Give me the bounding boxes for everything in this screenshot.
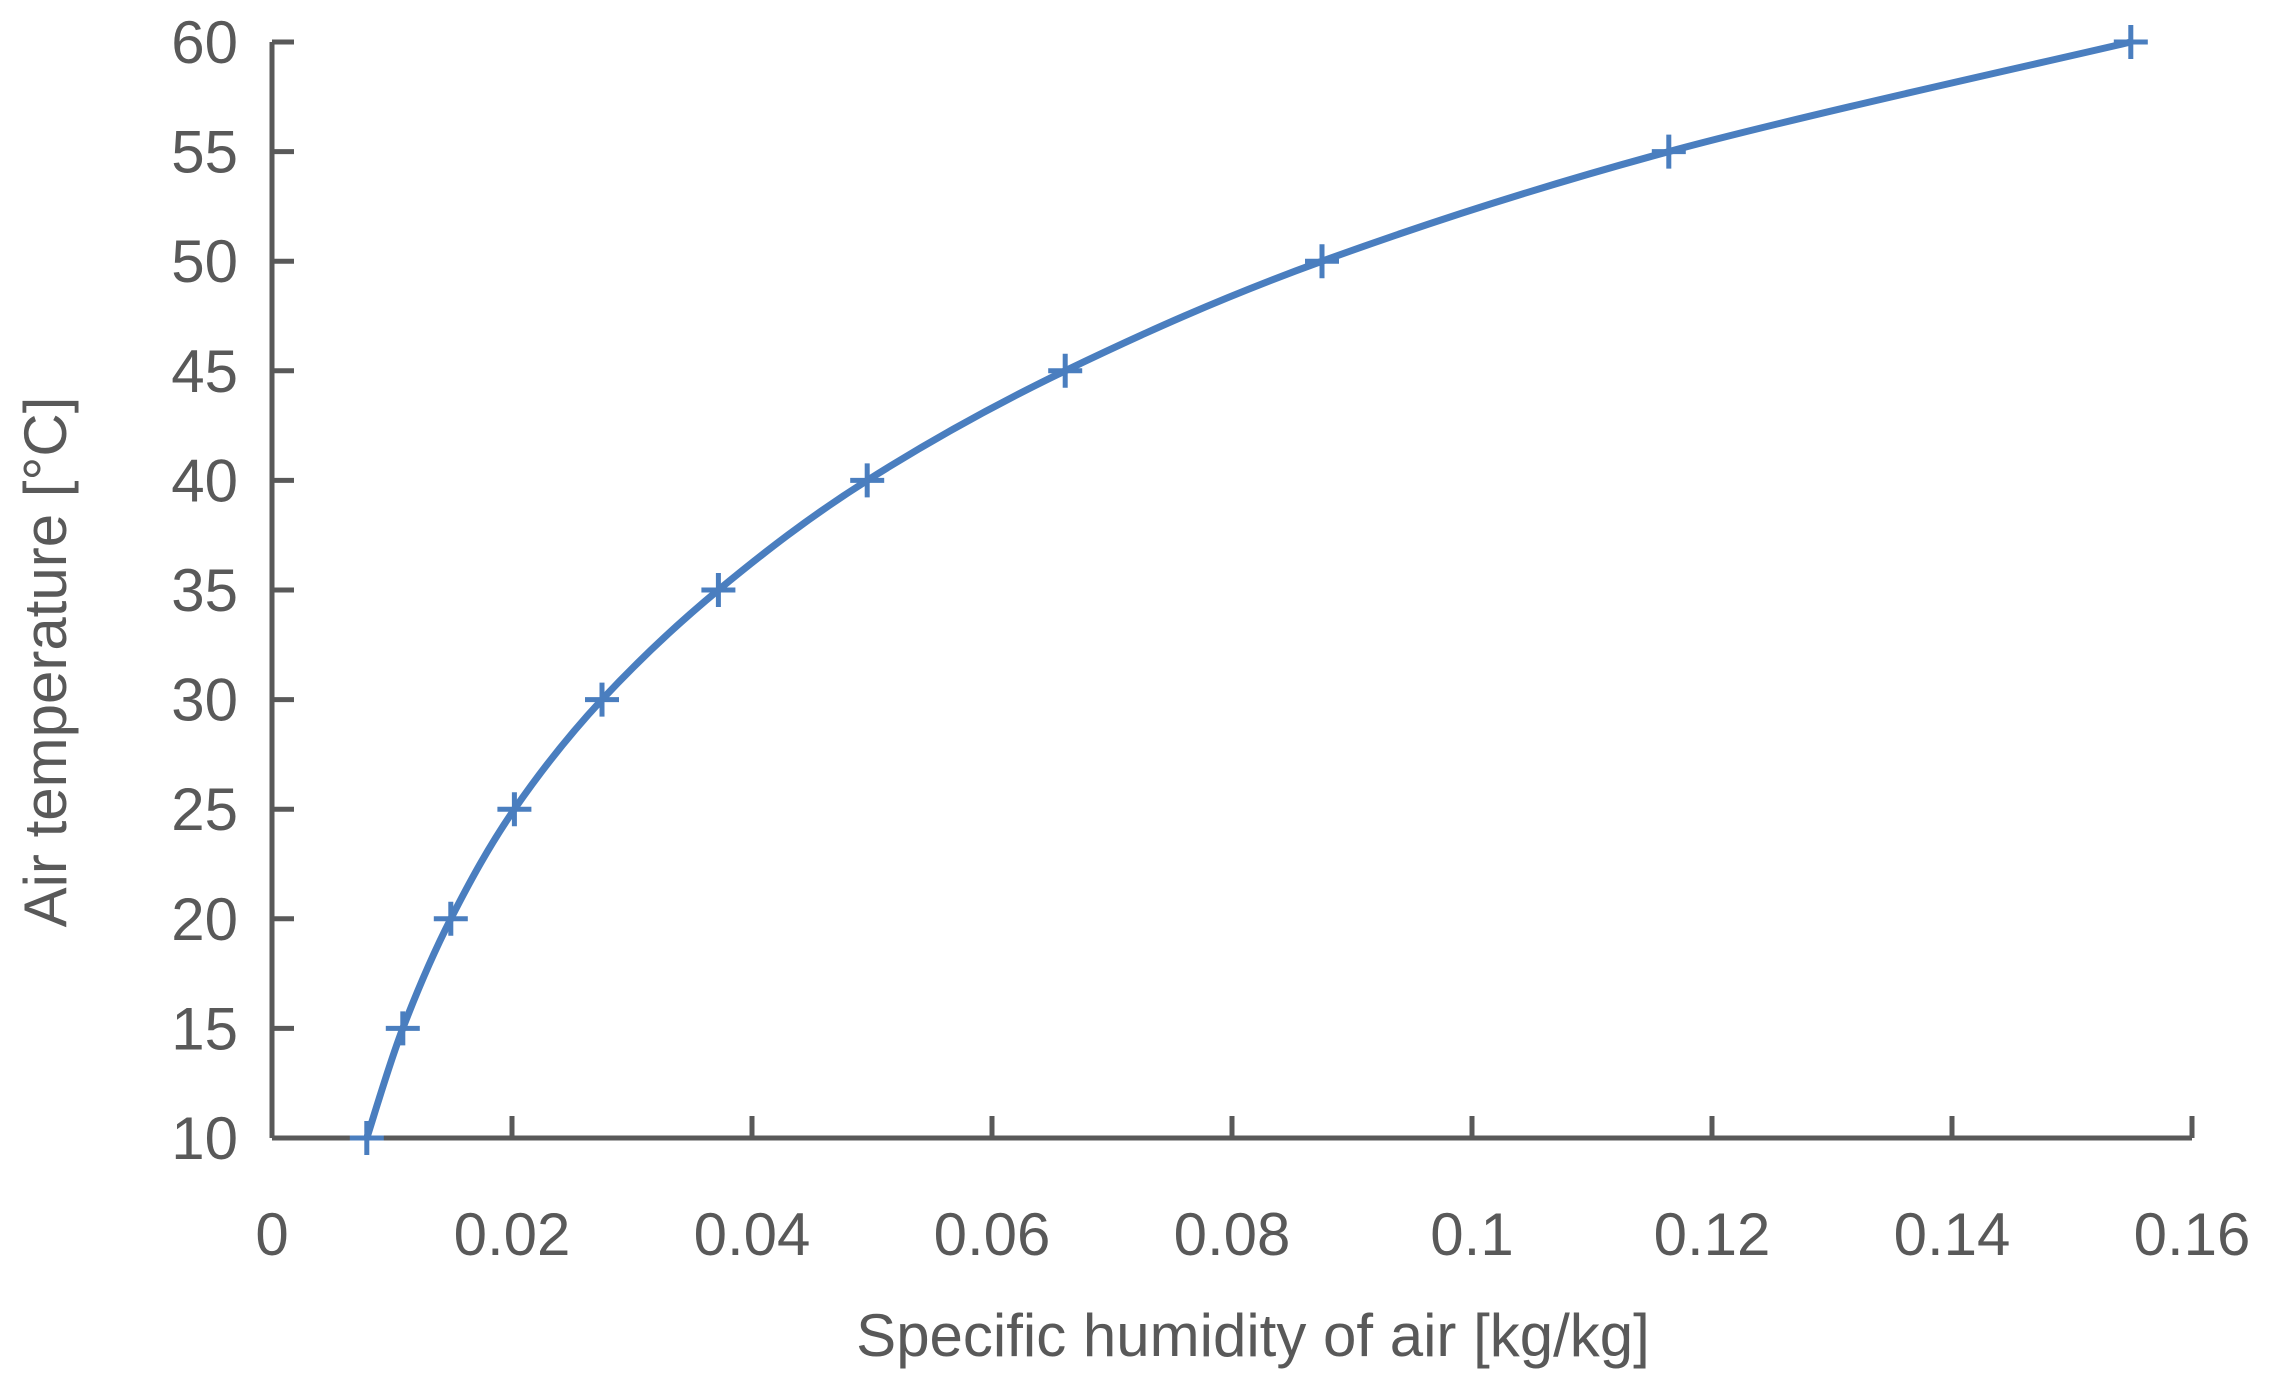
x-tick-label: 0.04 — [694, 1201, 811, 1268]
x-axis-title: Specific humidity of air [kg/kg] — [856, 1302, 1650, 1369]
x-tick-label: 0 — [255, 1201, 288, 1268]
x-tick-label: 0.08 — [1174, 1201, 1291, 1268]
x-tick-label: 0.12 — [1654, 1201, 1771, 1268]
y-tick-label: 50 — [171, 228, 238, 295]
x-tick-label: 0.02 — [454, 1201, 571, 1268]
data-point-marker — [850, 463, 885, 498]
data-point-marker — [497, 792, 532, 827]
series-layer — [349, 25, 2148, 1155]
data-point-marker — [349, 1121, 384, 1155]
data-point-marker — [385, 1011, 420, 1046]
y-tick-label: 25 — [171, 776, 238, 843]
y-tick-label: 45 — [171, 338, 238, 405]
y-tick-label: 55 — [171, 119, 238, 186]
y-axis-ticks: 10 15 20 25 30 35 40 45 50 55 60 — [171, 9, 294, 1172]
data-point-marker — [2113, 25, 2148, 59]
series-line — [363, 38, 2135, 1142]
data-point-marker — [1048, 353, 1083, 388]
y-tick-label: 30 — [171, 667, 238, 734]
y-tick-label: 35 — [171, 557, 238, 624]
y-tick-label: 10 — [171, 1105, 238, 1172]
y-tick-label: 20 — [171, 886, 238, 953]
x-tick-label: 0.06 — [934, 1201, 1051, 1268]
x-tick-label: 0.1 — [1430, 1201, 1513, 1268]
data-point-marker — [433, 901, 468, 936]
data-point-marker — [1651, 134, 1686, 169]
y-axis-title: Air temperature [°C] — [12, 397, 79, 928]
x-tick-label: 0.14 — [1894, 1201, 2011, 1268]
x-axis-ticks: 0 0.02 0.04 0.06 0.08 0.1 0.12 0.14 0.16 — [255, 1116, 2250, 1268]
data-point-marker — [585, 682, 619, 717]
y-tick-label: 60 — [171, 9, 238, 76]
data-point-marker — [701, 573, 736, 607]
y-tick-label: 40 — [171, 447, 238, 514]
y-tick-label: 15 — [171, 995, 238, 1062]
data-point-marker — [1305, 244, 1339, 279]
x-tick-label: 0.16 — [2134, 1201, 2251, 1268]
